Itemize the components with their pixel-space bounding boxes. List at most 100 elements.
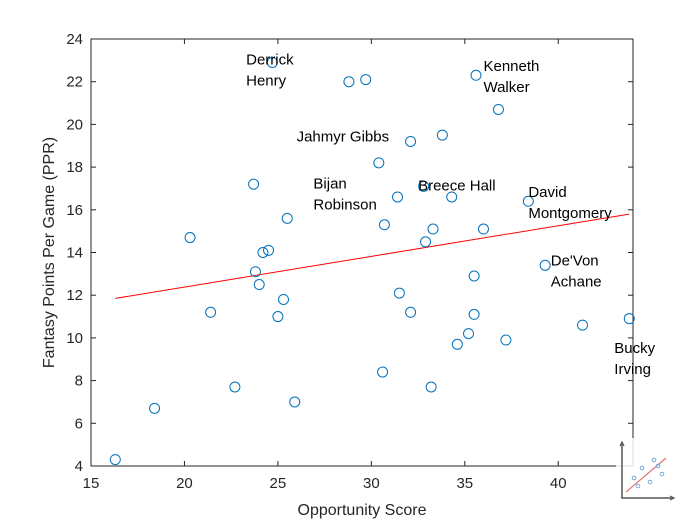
data-point: [272, 311, 284, 323]
data-point: [249, 266, 261, 278]
data-point: [377, 366, 389, 378]
data-point: [436, 129, 448, 141]
data-point: [289, 396, 301, 408]
annotation-line: Bijan: [313, 175, 346, 192]
data-point: [393, 287, 405, 299]
data-point: [248, 178, 260, 190]
point-annotation: Bucky Irving: [614, 340, 655, 378]
axes: 15 20 25 30 35 40 4 6 8 10 12 14 16 18 20 22 24: [66, 31, 634, 492]
annotation-line: Jahmyr Gibbs: [297, 128, 390, 145]
data-point: [263, 244, 275, 256]
data-point: [492, 103, 504, 115]
y-tick-label: 6: [75, 415, 83, 432]
data-point: [446, 191, 458, 203]
axes-toolbar[interactable]: [616, 438, 678, 506]
data-point: [420, 236, 432, 248]
x-tick-label: 40: [550, 475, 567, 492]
data-point: [281, 212, 293, 224]
point-annotation: Kenneth Walker: [483, 58, 539, 96]
point-annotation: Derrick Henry: [246, 52, 294, 90]
y-tick-label: 22: [66, 74, 83, 91]
data-point: [378, 219, 390, 231]
axis-arrow-icon: [619, 440, 676, 501]
data-point: [253, 279, 265, 291]
annotation-line: Kenneth: [483, 58, 539, 75]
y-tick-label: 4: [75, 458, 83, 475]
annotation-line: Derrick: [246, 52, 294, 69]
y-tick-label: 20: [66, 116, 83, 133]
data-point: [205, 306, 217, 318]
toolbar-background: [616, 438, 678, 506]
data-point: [184, 232, 196, 244]
mini-axes-icon: [621, 442, 674, 499]
data-point: [257, 247, 269, 258]
data-point: [109, 454, 121, 466]
data-point: [418, 180, 430, 192]
y-tick-label: 12: [66, 287, 83, 304]
mini-point-icon: [651, 457, 657, 463]
data-point: [468, 270, 480, 282]
data-point: [427, 223, 439, 235]
mini-point-icon: [655, 463, 661, 469]
x-tick-label: 15: [83, 475, 100, 492]
data-point: [392, 191, 404, 203]
data-point: [278, 293, 290, 305]
x-tick-label: 20: [176, 475, 193, 492]
y-tick-label: 18: [66, 159, 83, 176]
mini-point-icon: [639, 465, 645, 471]
data-points: [109, 56, 635, 466]
data-point: [577, 319, 589, 331]
mini-point-icon: [635, 483, 641, 489]
point-annotation: De'Von Achane: [551, 252, 602, 290]
fit-line-layer: [115, 213, 630, 299]
mini-point-icon: [659, 471, 665, 477]
data-point: [405, 135, 417, 147]
point-annotation: Jahmyr Gibbs: [297, 128, 390, 145]
data-point: [266, 56, 278, 68]
annotations: Derrick Henry Kenneth Walker Jahmyr Gibbs Bij…: [246, 52, 656, 378]
data-point: [149, 402, 161, 414]
x-tick-label: 25: [270, 475, 287, 492]
axes-toolbar-icon[interactable]: [616, 438, 678, 506]
mini-trend-icon: [625, 457, 667, 493]
x-tick-label: 35: [456, 475, 473, 492]
data-point: [500, 334, 512, 346]
point-annotation: David Montgomery: [528, 184, 612, 222]
x-tick-label: 30: [363, 475, 380, 492]
annotation-line: Henry: [246, 73, 287, 90]
y-tick-label: 8: [75, 373, 83, 390]
annotation-line: Robinson: [313, 196, 376, 213]
data-point: [343, 76, 355, 88]
point-annotation: Breece Hall: [418, 178, 496, 195]
annotation-line: Achane: [551, 273, 602, 290]
data-point: [539, 259, 551, 271]
x-axis-label: Opportunity Score: [298, 502, 427, 519]
mini-point-icon: [631, 475, 637, 481]
data-point: [470, 69, 482, 81]
data-point: [425, 381, 437, 393]
regression-line: [115, 213, 630, 299]
point-annotation: Bijan Robinson: [313, 175, 376, 213]
data-point: [451, 338, 463, 350]
y-tick-label: 14: [66, 245, 83, 262]
y-tick-label: 10: [66, 330, 83, 347]
annotation-line: David: [528, 184, 566, 201]
data-point: [229, 381, 241, 393]
data-point: [477, 223, 489, 235]
annotation-line: Walker: [483, 79, 529, 96]
y-tick-label: 16: [66, 202, 83, 219]
data-point: [360, 74, 372, 86]
data-point: [468, 308, 480, 320]
data-point: [405, 306, 417, 318]
y-axis-label: Fantasy Points Per Game (PPR): [41, 137, 58, 368]
data-point: [463, 328, 475, 340]
annotation-line: Breece Hall: [418, 178, 496, 195]
annotation-line: Irving: [614, 361, 651, 378]
y-tick-label: 24: [66, 31, 83, 48]
data-point: [623, 313, 635, 325]
data-point: [522, 195, 534, 207]
data-point: [373, 157, 385, 169]
annotation-line: Montgomery: [528, 205, 612, 222]
annotation-line: Bucky: [614, 340, 655, 357]
